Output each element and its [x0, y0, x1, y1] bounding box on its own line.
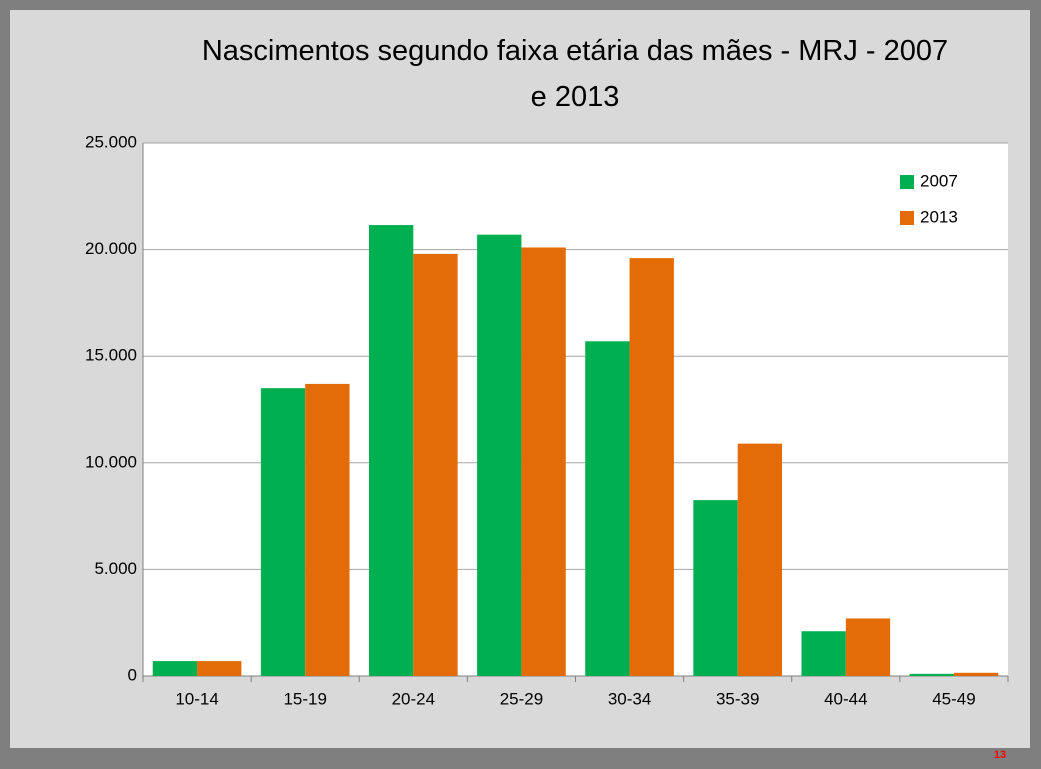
x-tick-label: 40-44 [824, 689, 867, 708]
bar [629, 258, 674, 676]
bar [953, 672, 999, 676]
bar [801, 631, 846, 676]
x-tick-label: 20-24 [392, 689, 435, 708]
x-tick-label: 15-19 [283, 689, 326, 708]
y-tick-label: 0 [128, 665, 137, 684]
bar [693, 500, 738, 676]
y-tick-label: 20.000 [85, 239, 137, 258]
page-number: 13 [994, 749, 1006, 761]
x-tick-label: 30-34 [608, 689, 651, 708]
bar [152, 661, 198, 676]
bar [305, 383, 350, 676]
y-tick-label: 5.000 [94, 559, 137, 578]
chart-title: Nascimentos segundo faixa etária das mãe… [201, 35, 949, 113]
x-tick-label: 35-39 [716, 689, 759, 708]
bar [413, 253, 458, 676]
bar [368, 225, 414, 676]
legend-label: 2007 [920, 171, 958, 190]
x-tick-label: 10-14 [175, 689, 218, 708]
x-tick-label: 25-29 [500, 689, 543, 708]
legend-swatch [900, 211, 914, 225]
bar [845, 618, 891, 676]
bar [737, 443, 783, 676]
legend-label: 2013 [920, 207, 958, 226]
bar [260, 388, 306, 676]
bar [585, 341, 630, 676]
bar [909, 673, 954, 676]
y-tick-label: 15.000 [85, 346, 137, 365]
y-tick-label: 10.000 [85, 452, 137, 471]
x-tick-label: 45-49 [932, 689, 975, 708]
bar [477, 234, 522, 676]
bar [521, 247, 566, 676]
bar [197, 661, 242, 676]
legend-swatch [900, 175, 914, 189]
y-tick-label: 25.000 [85, 132, 137, 151]
